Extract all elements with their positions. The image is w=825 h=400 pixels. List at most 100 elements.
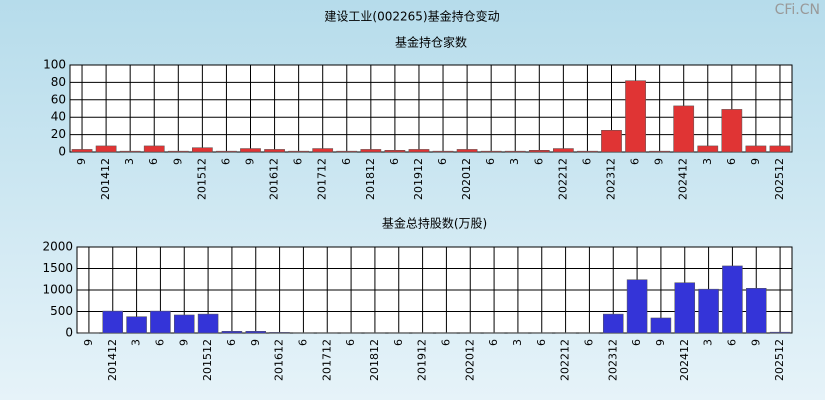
bar bbox=[360, 149, 382, 153]
x-tick-label: 202212 bbox=[556, 158, 569, 200]
x-tick-label: 9 bbox=[749, 158, 762, 165]
x-tick-label: 6 bbox=[225, 339, 238, 346]
x-tick-label: 201712 bbox=[316, 158, 329, 200]
x-tick-label: 202512 bbox=[773, 158, 786, 200]
y-tick-label: 100 bbox=[43, 58, 66, 72]
x-tick-label: 202412 bbox=[677, 158, 690, 200]
bar bbox=[216, 150, 237, 153]
x-tick-label: 9 bbox=[82, 339, 95, 346]
bar bbox=[649, 150, 670, 153]
x-tick-label: 6 bbox=[487, 339, 500, 346]
bar bbox=[143, 145, 165, 153]
x-tick-label: 202312 bbox=[605, 158, 618, 200]
x-tick-label: 201912 bbox=[412, 158, 425, 200]
x-tick-label: 201512 bbox=[195, 158, 208, 200]
x-tick-label: 6 bbox=[484, 158, 497, 165]
bar bbox=[504, 150, 526, 153]
x-tick-label: 6 bbox=[292, 158, 305, 165]
x-tick-label: 3 bbox=[701, 158, 714, 165]
chart-title: 基金持仓家数 bbox=[395, 35, 467, 50]
x-tick-label: 201812 bbox=[364, 158, 377, 200]
x-tick-label: 6 bbox=[630, 339, 643, 346]
bar bbox=[173, 314, 195, 334]
bar bbox=[240, 148, 261, 153]
x-tick-label: 201612 bbox=[273, 339, 286, 381]
bar bbox=[126, 316, 147, 334]
bar bbox=[197, 313, 219, 334]
bar bbox=[601, 130, 622, 153]
x-tick-label: 3 bbox=[130, 339, 143, 346]
x-tick-label: 201412 bbox=[106, 339, 119, 381]
y-tick-label: 500 bbox=[50, 304, 73, 318]
x-tick-label: 201712 bbox=[320, 339, 333, 381]
x-tick-label: 201512 bbox=[201, 339, 214, 381]
watermark: CFi.CN bbox=[775, 2, 820, 18]
x-tick-label: 9 bbox=[749, 339, 762, 346]
x-tick-label: 201912 bbox=[416, 339, 429, 381]
x-tick-label: 6 bbox=[725, 339, 738, 346]
chart-title: 基金总持股数(万股) bbox=[382, 216, 487, 231]
bar bbox=[336, 150, 358, 153]
bar bbox=[408, 149, 430, 153]
x-tick-label: 201412 bbox=[99, 158, 112, 200]
x-tick-label: 202312 bbox=[606, 339, 619, 381]
x-tick-label: 3 bbox=[511, 339, 524, 346]
x-tick-label: 6 bbox=[725, 158, 738, 165]
bar bbox=[192, 147, 213, 153]
x-tick-label: 6 bbox=[629, 158, 642, 165]
x-tick-label: 201812 bbox=[368, 339, 381, 381]
x-tick-label: 202412 bbox=[678, 339, 691, 381]
bar bbox=[577, 150, 598, 153]
bar bbox=[528, 150, 550, 153]
x-tick-label: 9 bbox=[177, 339, 190, 346]
x-tick-label: 202512 bbox=[773, 339, 786, 381]
x-tick-label: 202012 bbox=[460, 158, 473, 200]
bar bbox=[312, 148, 334, 153]
y-tick-label: 0 bbox=[65, 326, 73, 340]
x-tick-label: 6 bbox=[580, 158, 593, 165]
bar bbox=[769, 331, 791, 334]
bar bbox=[264, 149, 285, 153]
y-tick-label: 80 bbox=[51, 75, 66, 89]
x-tick-label: 6 bbox=[388, 158, 401, 165]
bar bbox=[456, 149, 478, 153]
y-tick-label: 40 bbox=[51, 110, 66, 124]
x-tick-label: 6 bbox=[436, 158, 449, 165]
bar bbox=[745, 145, 767, 153]
bar bbox=[221, 331, 243, 334]
x-tick-label: 3 bbox=[702, 339, 715, 346]
bar bbox=[625, 80, 646, 153]
x-tick-label: 202212 bbox=[559, 339, 572, 381]
bar bbox=[769, 145, 791, 153]
x-tick-label: 6 bbox=[340, 158, 353, 165]
bar bbox=[721, 109, 743, 153]
x-tick-label: 9 bbox=[654, 339, 667, 346]
x-tick-label: 6 bbox=[296, 339, 309, 346]
x-tick-label: 9 bbox=[75, 158, 88, 165]
bar bbox=[71, 149, 93, 153]
bar bbox=[95, 145, 117, 153]
bar bbox=[745, 288, 767, 334]
x-tick-label: 6 bbox=[392, 339, 405, 346]
x-tick-label: 9 bbox=[171, 158, 184, 165]
bar bbox=[673, 105, 695, 153]
x-tick-label: 3 bbox=[123, 158, 136, 165]
bar bbox=[432, 150, 454, 153]
y-tick-label: 0 bbox=[58, 145, 66, 159]
x-tick-label: 9 bbox=[249, 339, 262, 346]
page-title: 建设工业(002265)基金持仓变动 bbox=[324, 9, 499, 24]
bar bbox=[119, 150, 141, 153]
x-tick-label: 6 bbox=[532, 158, 545, 165]
bar bbox=[602, 313, 624, 334]
x-tick-label: 6 bbox=[344, 339, 357, 346]
bar bbox=[102, 310, 124, 334]
x-tick-label: 201612 bbox=[268, 158, 281, 200]
y-tick-label: 1000 bbox=[42, 283, 73, 297]
x-tick-label: 9 bbox=[244, 158, 257, 165]
bar bbox=[626, 279, 648, 334]
x-tick-label: 6 bbox=[153, 339, 166, 346]
bar bbox=[553, 148, 574, 153]
bar bbox=[288, 150, 309, 153]
x-tick-label: 3 bbox=[508, 158, 521, 165]
